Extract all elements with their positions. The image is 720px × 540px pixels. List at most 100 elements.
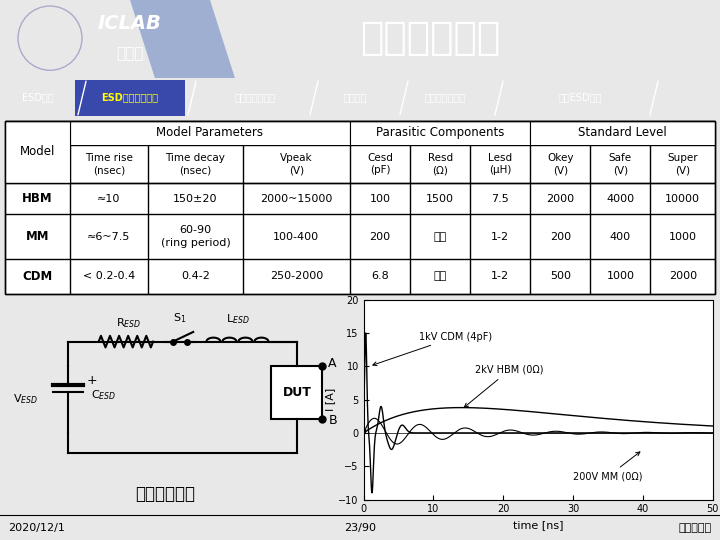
Text: 200: 200 (550, 232, 571, 242)
Text: Model Parameters: Model Parameters (156, 126, 264, 139)
1kV CDM (4pF) (632, 430, 641, 436)
Text: Okey
(V): Okey (V) (547, 153, 574, 176)
Text: Vpeak
(V): Vpeak (V) (280, 153, 312, 176)
Text: 特殊ESD器件: 特殊ESD器件 (558, 92, 602, 103)
Bar (271, 366, 323, 419)
Text: 23/90: 23/90 (344, 523, 376, 533)
Text: 100: 100 (369, 194, 391, 204)
200V MM (0Ω) (639, 429, 647, 436)
Bar (70, 121, 350, 145)
Text: 1-2: 1-2 (491, 232, 509, 242)
2kV HBM (0Ω) (632, 418, 641, 424)
Text: 60-90
(ring period): 60-90 (ring period) (161, 226, 230, 248)
1kV CDM (4pF) (708, 430, 717, 436)
Text: Parasitic Components: Parasitic Components (376, 126, 505, 139)
Text: 几种测试模型: 几种测试模型 (360, 19, 500, 57)
2kV HBM (0Ω) (457, 404, 466, 411)
Bar (75, 80, 185, 116)
Bar (350, 121, 531, 145)
200V MM (0Ω) (514, 428, 523, 435)
Bar (5, 121, 70, 183)
1kV CDM (4pF) (514, 430, 523, 436)
Text: ESD介绍: ESD介绍 (22, 92, 54, 103)
Text: 1-2: 1-2 (491, 272, 509, 281)
Text: 200V MM (0Ω): 200V MM (0Ω) (573, 452, 643, 482)
Text: 2kV HBM (0Ω): 2kV HBM (0Ω) (464, 365, 544, 407)
1kV CDM (4pF) (639, 430, 647, 436)
2kV HBM (0Ω) (708, 423, 717, 429)
Text: ICLAB: ICLAB (98, 14, 162, 32)
200V MM (0Ω) (393, 441, 402, 447)
Text: 二次击穿流仿真: 二次击穿流仿真 (424, 92, 466, 103)
1kV CDM (4pF) (600, 430, 608, 436)
Polygon shape (130, 0, 235, 78)
Text: DUT: DUT (282, 386, 311, 399)
2kV HBM (0Ω) (638, 418, 647, 425)
200V MM (0Ω) (370, 415, 379, 422)
1kV CDM (4pF) (361, 330, 370, 336)
X-axis label: time [ns]: time [ns] (513, 520, 564, 530)
Text: 2020/12/1: 2020/12/1 (8, 523, 65, 533)
Text: 数十: 数十 (433, 232, 447, 242)
Text: < 0.2-0.4: < 0.2-0.4 (83, 272, 135, 281)
200V MM (0Ω) (708, 430, 717, 436)
1kV CDM (4pF) (395, 424, 404, 430)
2kV HBM (0Ω) (513, 407, 522, 414)
Text: 实验室: 实验室 (117, 46, 144, 60)
Text: Time rise
(nsec): Time rise (nsec) (85, 153, 133, 176)
Text: Standard Level: Standard Level (578, 126, 667, 139)
Bar (5, 121, 715, 294)
Text: L$_{ESD}$: L$_{ESD}$ (225, 312, 249, 326)
Y-axis label: I [A]: I [A] (325, 388, 336, 411)
Text: 4000: 4000 (606, 194, 634, 204)
Text: 400: 400 (610, 232, 631, 242)
Text: 0.4-2: 0.4-2 (181, 272, 210, 281)
Text: Comparison HBM, MM and CDM pulse: Comparison HBM, MM and CDM pulse (399, 301, 661, 314)
Text: 数十: 数十 (433, 272, 447, 281)
Text: CDM: CDM (22, 270, 53, 283)
Text: 2000~15000: 2000~15000 (260, 194, 333, 204)
Text: ≈6~7.5: ≈6~7.5 (87, 232, 130, 242)
Text: C$_{ESD}$: C$_{ESD}$ (91, 388, 116, 402)
200V MM (0Ω) (600, 429, 608, 435)
Text: 1kV CDM (4pF): 1kV CDM (4pF) (373, 332, 492, 366)
Text: HBM: HBM (22, 192, 53, 205)
Text: 7.5: 7.5 (492, 194, 509, 204)
Text: Cesd
(pF): Cesd (pF) (367, 153, 393, 176)
Text: 1000: 1000 (669, 232, 697, 242)
Text: Safe
(V): Safe (V) (609, 153, 632, 176)
Text: 关键参数: 关键参数 (343, 92, 366, 103)
Bar (531, 121, 715, 145)
Text: 150±20: 150±20 (174, 194, 217, 204)
200V MM (0Ω) (632, 430, 641, 436)
Line: 1kV CDM (4pF): 1kV CDM (4pF) (364, 333, 713, 493)
Text: 200: 200 (369, 232, 391, 242)
Text: 仿真收敛性调试: 仿真收敛性调试 (235, 92, 276, 103)
1kV CDM (4pF) (359, 430, 368, 436)
Text: 1000: 1000 (606, 272, 634, 281)
Text: 2000: 2000 (546, 194, 575, 204)
Text: Super
(V): Super (V) (667, 153, 698, 176)
Text: +: + (86, 374, 97, 387)
1kV CDM (4pF) (501, 430, 510, 436)
Text: R$_{ESD}$: R$_{ESD}$ (115, 316, 141, 330)
Text: 10000: 10000 (665, 194, 701, 204)
Text: ≈10: ≈10 (97, 194, 121, 204)
Text: 等效放电电路: 等效放电电路 (135, 485, 195, 503)
Text: 2000: 2000 (669, 272, 697, 281)
Text: Time decay
(nsec): Time decay (nsec) (166, 153, 225, 176)
2kV HBM (0Ω) (395, 412, 404, 418)
2kV HBM (0Ω) (359, 430, 368, 436)
Line: 200V MM (0Ω): 200V MM (0Ω) (364, 418, 713, 444)
200V MM (0Ω) (395, 440, 404, 447)
Text: S$_1$: S$_1$ (174, 312, 186, 325)
Text: 250-2000: 250-2000 (270, 272, 323, 281)
Text: 1500: 1500 (426, 194, 454, 204)
Text: 100-400: 100-400 (274, 232, 320, 242)
Bar (5, 121, 715, 294)
Text: B: B (328, 414, 337, 427)
Text: 500: 500 (550, 272, 571, 281)
Text: A: A (328, 357, 337, 370)
Text: MM: MM (25, 230, 49, 243)
Text: 6.8: 6.8 (372, 272, 389, 281)
